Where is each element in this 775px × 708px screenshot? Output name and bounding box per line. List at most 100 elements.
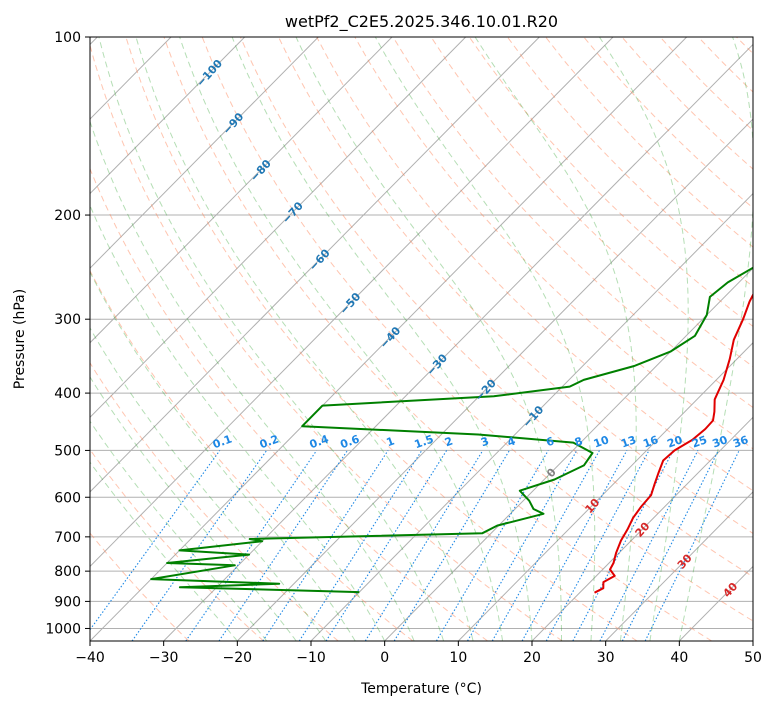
y-tick-label: 500 <box>54 443 81 459</box>
isotherm-line <box>310 192 753 641</box>
x-tick-label: 50 <box>744 650 762 666</box>
x-tick-label: 40 <box>670 650 688 666</box>
isotherm-line <box>457 342 753 641</box>
dry-adiabat <box>125 37 638 641</box>
mixing-ratio-label: 1.5 <box>413 432 436 451</box>
mixing-ratio-label: 0.6 <box>338 432 361 451</box>
x-axis-label: Temperature (°C) <box>360 681 482 697</box>
x-tick-label: 10 <box>449 650 467 666</box>
moist-adiabat <box>90 326 327 641</box>
dry-adiabat <box>90 43 563 641</box>
x-tick-label: −30 <box>149 650 179 666</box>
moist-adiabat <box>295 37 562 641</box>
x-tick-label: 0 <box>380 650 389 666</box>
moist-adiabat <box>474 37 637 641</box>
isotherm-line <box>236 118 753 641</box>
x-axis: −40 −30 −20 −10 0 10 20 30 40 50 <box>75 641 762 666</box>
x-tick-label: −10 <box>296 650 326 666</box>
dry-adiabat <box>163 37 712 641</box>
dry-adiabat <box>239 37 753 578</box>
mixing-ratio-label: 8 <box>573 434 585 449</box>
dry-adiabat <box>316 37 753 492</box>
isotherm-line <box>163 43 753 641</box>
mixing-ratio-label: 6 <box>544 434 556 449</box>
mixing-ratio-label: 0.2 <box>258 432 281 451</box>
profile-series <box>150 266 753 594</box>
y-tick-label: 100 <box>54 30 81 46</box>
dry-adiabat <box>468 37 753 328</box>
mixing-ratio-labels: 0.1 0.2 0.4 0.6 1 1.5 2 3 4 6 8 10 13 16 20 25 30 36 <box>211 432 750 451</box>
mixing-ratio-line <box>393 450 510 641</box>
mixing-ratio-label: 0.4 <box>308 432 331 451</box>
x-tick-label: −20 <box>223 650 253 666</box>
dry-adiabat <box>90 448 264 641</box>
mixing-ratio-label: 16 <box>641 433 660 451</box>
chart-title: wetPf2_C2E5.2025.346.10.01.R20 <box>285 12 558 32</box>
mixing-ratio-label: 30 <box>711 433 730 451</box>
moist-adiabat <box>90 271 356 641</box>
moist-adiabat <box>98 37 445 641</box>
x-tick-label: 30 <box>597 650 615 666</box>
x-tick-label: −40 <box>75 650 105 666</box>
temperature-line <box>594 292 753 594</box>
dry-adiabat <box>506 37 753 288</box>
mixing-ratio-label: 10 <box>592 433 611 451</box>
dry-adiabat <box>354 37 753 450</box>
dry-adiabat <box>90 269 414 641</box>
plot-frame <box>89 36 754 642</box>
dry-adiabat <box>201 37 753 622</box>
mixing-ratio-label: 25 <box>690 433 709 450</box>
y-tick-label: 1000 <box>45 621 81 637</box>
isotherm-line <box>90 37 246 195</box>
y-tick-label: 600 <box>54 490 81 506</box>
y-tick-label: 700 <box>54 530 81 546</box>
mixing-ratio-line <box>545 450 650 641</box>
y-axis: 100 200 300 400 500 600 700 800 900 1000 <box>45 30 90 637</box>
moist-adiabat <box>135 37 474 641</box>
dry-adiabat <box>90 167 488 641</box>
mixing-ratio-line <box>90 450 221 631</box>
mixing-ratio-line <box>298 450 423 641</box>
moist-adiabat <box>678 37 753 641</box>
dry-adiabat <box>392 37 753 409</box>
mixing-ratio-label: 3 <box>479 434 491 449</box>
y-axis-label: Pressure (hPa) <box>12 289 28 389</box>
moist-adiabat <box>90 204 386 641</box>
mixing-ratio-line <box>621 450 719 641</box>
isotherm-line <box>605 491 753 641</box>
mixing-ratio-line <box>364 450 484 641</box>
mixing-ratio-label: 0.1 <box>211 432 234 451</box>
background-lines <box>90 37 753 641</box>
y-tick-label: 900 <box>54 594 81 610</box>
mixing-ratio-label: 36 <box>731 433 750 451</box>
mixing-ratio-line <box>599 450 699 641</box>
isotherm-line <box>531 416 753 641</box>
isotherm-line <box>384 267 753 641</box>
isotherm-line <box>90 37 540 493</box>
moist-adiabat <box>90 420 268 641</box>
dry-adiabat <box>278 37 753 535</box>
dry-adiabat <box>430 37 753 368</box>
mixing-ratio-label: 1 <box>385 434 397 449</box>
dewpoint-line <box>150 266 753 594</box>
mixing-ratio-line <box>491 450 601 641</box>
moist-adiabat <box>179 37 503 641</box>
mixing-ratio-line <box>131 450 268 641</box>
y-tick-label: 800 <box>54 564 81 580</box>
moist-adiabat <box>90 120 415 641</box>
isotherm-line <box>90 37 393 344</box>
moist-adiabat <box>231 37 533 641</box>
mixing-ratio-line <box>185 450 318 641</box>
y-tick-label: 400 <box>54 386 81 402</box>
mixing-ratio-line <box>467 450 578 641</box>
moist-adiabat <box>90 461 238 641</box>
isotherm-line <box>90 37 467 419</box>
moist-adiabat <box>374 37 596 641</box>
mixing-ratio-line <box>521 450 628 641</box>
y-tick-label: 300 <box>54 312 81 328</box>
mixing-ratio-label: 13 <box>619 433 638 450</box>
isotherm-line <box>90 37 614 568</box>
mixing-ratio-label: 20 <box>665 433 684 451</box>
